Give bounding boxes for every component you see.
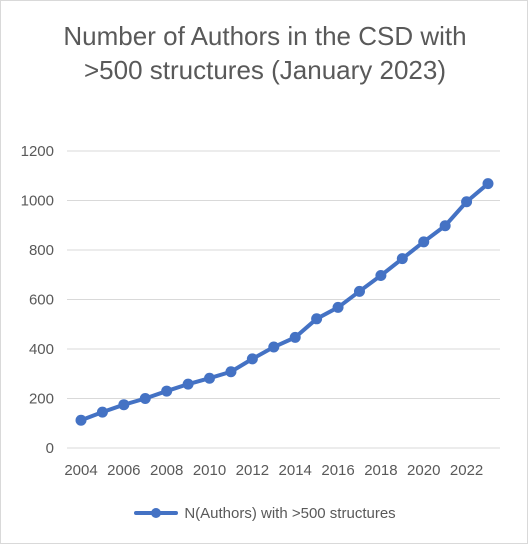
- data-point: [225, 366, 237, 378]
- data-point: [118, 399, 130, 411]
- y-tick-label: 1200: [21, 143, 54, 160]
- y-tick-label: 800: [29, 242, 54, 259]
- data-point: [96, 406, 108, 418]
- data-point: [139, 393, 151, 404]
- y-tick-label: 600: [29, 292, 54, 309]
- y-axis-ticks: 0 200 400 600 800 1000 1200: [21, 143, 54, 457]
- x-tick-label: 2014: [279, 462, 312, 479]
- x-axis-ticks: 2004 2006 2008 2010 2012 2014 2016 2018 2020 2022: [64, 462, 483, 479]
- x-tick-label: 2008: [150, 462, 183, 479]
- data-point: [289, 331, 301, 343]
- data-point: [353, 285, 365, 297]
- data-point: [418, 236, 430, 248]
- data-point: [461, 196, 473, 208]
- chart-title: Number of Authors in the CSD with >500 s…: [63, 21, 467, 85]
- data-point: [268, 341, 280, 353]
- x-tick-label: 2022: [450, 462, 483, 479]
- series-layer: [75, 178, 494, 426]
- data-point: [204, 372, 216, 384]
- gridlines: [67, 150, 500, 449]
- data-point: [246, 353, 258, 365]
- data-point: [439, 220, 451, 232]
- data-point: [396, 253, 408, 265]
- y-tick-label: 0: [46, 440, 54, 457]
- data-point: [75, 414, 87, 426]
- x-tick-label: 2020: [407, 462, 440, 479]
- x-tick-label: 2004: [64, 462, 97, 479]
- legend-label: N(Authors) with >500 structures: [184, 504, 396, 522]
- data-point: [311, 313, 323, 325]
- legend: N(Authors) with >500 structures: [1, 501, 528, 525]
- x-tick-label: 2010: [193, 462, 226, 479]
- data-point: [182, 378, 194, 390]
- x-tick-label: 2016: [321, 462, 354, 479]
- data-point: [332, 301, 344, 313]
- data-point: [482, 178, 494, 190]
- x-tick-label: 2018: [364, 462, 397, 479]
- y-tick-label: 400: [29, 341, 54, 358]
- x-tick-label: 2012: [236, 462, 269, 479]
- legend-marker: [151, 508, 162, 518]
- x-tick-label: 2006: [107, 462, 140, 479]
- data-point: [161, 385, 173, 397]
- legend-swatch: [134, 508, 179, 518]
- y-tick-label: 200: [29, 391, 54, 408]
- series-line: [79, 181, 490, 423]
- y-tick-label: 1000: [21, 193, 54, 210]
- data-point: [375, 269, 387, 281]
